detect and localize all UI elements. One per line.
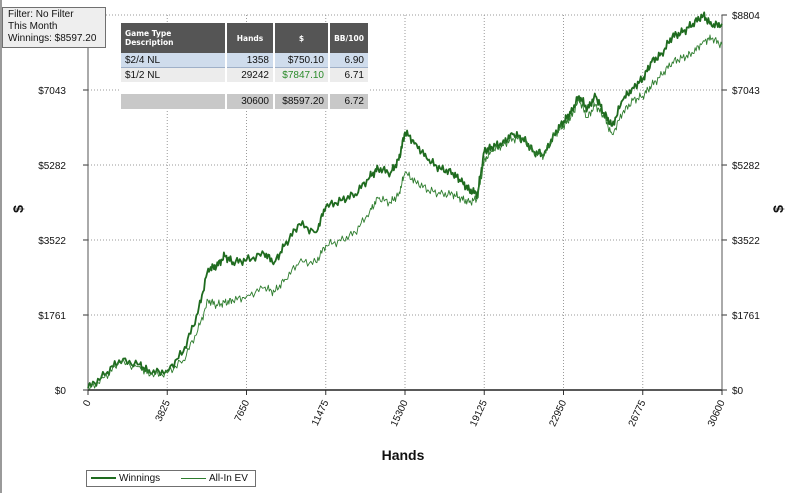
y-tick-label-right: $8804 xyxy=(732,11,760,22)
x-tick-label: 30600 xyxy=(706,398,728,428)
x-tick-label: 7650 xyxy=(233,398,253,423)
column-header-hands[interactable]: Hands xyxy=(226,23,275,53)
y-tick-label-right: $1761 xyxy=(732,311,760,322)
y-tick-label-left: $0 xyxy=(55,386,67,397)
y-tick-label-right: $0 xyxy=(732,386,744,397)
series-lines xyxy=(87,11,723,390)
cell-game-type: $2/4 NL xyxy=(121,53,227,68)
axes xyxy=(83,14,727,395)
cell-bb100: 6.90 xyxy=(329,53,370,68)
y-tick-label-left: $5282 xyxy=(38,161,66,172)
allin-ev-line xyxy=(87,34,723,390)
cell-total-game-type xyxy=(121,94,227,109)
cell-hands: 1358 xyxy=(226,53,275,68)
cell-game-type: $1/2 NL xyxy=(121,67,227,82)
cell-dollars: $750.10 xyxy=(274,53,330,68)
y-tick-label-right: $3522 xyxy=(732,236,760,247)
legend-item-allin-ev[interactable]: All-In EV xyxy=(181,473,248,485)
column-header-game-type[interactable]: Game Type Description xyxy=(121,23,227,53)
table-row[interactable]: $1/2 NL 29242 $7847.10 6.71 xyxy=(121,67,370,82)
y-axis-label-left: $ xyxy=(10,205,26,213)
legend-item-winnings[interactable]: Winnings xyxy=(91,473,160,485)
column-header-dollars[interactable]: $ xyxy=(274,23,330,53)
x-tick-label: 26775 xyxy=(627,398,649,428)
table-spacer-row xyxy=(121,82,370,94)
window-edge xyxy=(0,0,2,493)
x-tick-label: 3825 xyxy=(154,398,174,423)
cell-total-bb100: 6.72 xyxy=(329,94,370,109)
winnings-line-swatch xyxy=(91,477,116,480)
y-tick-label-left: $7043 xyxy=(38,86,66,97)
y-axis-label-right: $ xyxy=(770,205,786,213)
cell-total-dollars: $8597.20 xyxy=(274,94,330,109)
table-row[interactable]: $2/4 NL 1358 $750.10 6.90 xyxy=(121,53,370,68)
filter-summary-box: Filter: No Filter This Month Winnings: $… xyxy=(2,7,106,48)
x-tick-label: 11475 xyxy=(310,398,332,428)
legend-label-winnings: Winnings xyxy=(119,473,161,484)
allin-ev-line-swatch xyxy=(181,477,206,479)
column-header-bb100[interactable]: BB/100 xyxy=(329,23,370,53)
y-tick-label-left: $3522 xyxy=(38,236,66,247)
x-tick-label: 22950 xyxy=(547,398,569,428)
x-tick-label: 0 xyxy=(81,398,94,408)
legend-label-allin-ev: All-In EV xyxy=(209,473,248,484)
cell-total-hands: 30600 xyxy=(226,94,275,109)
winnings-summary: Winnings: $8597.20 xyxy=(8,33,97,44)
y-tick-label-left: $1761 xyxy=(38,311,66,322)
cell-dollars: $7847.10 xyxy=(274,67,330,82)
chart-legend: Winnings All-In EV xyxy=(86,470,256,487)
cell-bb100: 6.71 xyxy=(329,67,370,82)
winnings-line xyxy=(87,11,723,389)
table-header-row: Game Type Description Hands $ BB/100 xyxy=(121,23,370,53)
cell-hands: 29242 xyxy=(226,67,275,82)
y-tick-label-right: $7043 xyxy=(732,86,760,97)
game-type-stats-table: Game Type Description Hands $ BB/100 $2/… xyxy=(121,23,370,109)
period-label: This Month xyxy=(8,21,58,32)
x-axis-label: Hands xyxy=(382,447,425,463)
x-tick-label: 19125 xyxy=(468,398,490,428)
x-tick-label: 15300 xyxy=(389,398,411,428)
filter-label: Filter: No Filter xyxy=(8,9,74,20)
y-tick-label-right: $5282 xyxy=(732,161,760,172)
table-total-row: 30600 $8597.20 6.72 xyxy=(121,94,370,109)
